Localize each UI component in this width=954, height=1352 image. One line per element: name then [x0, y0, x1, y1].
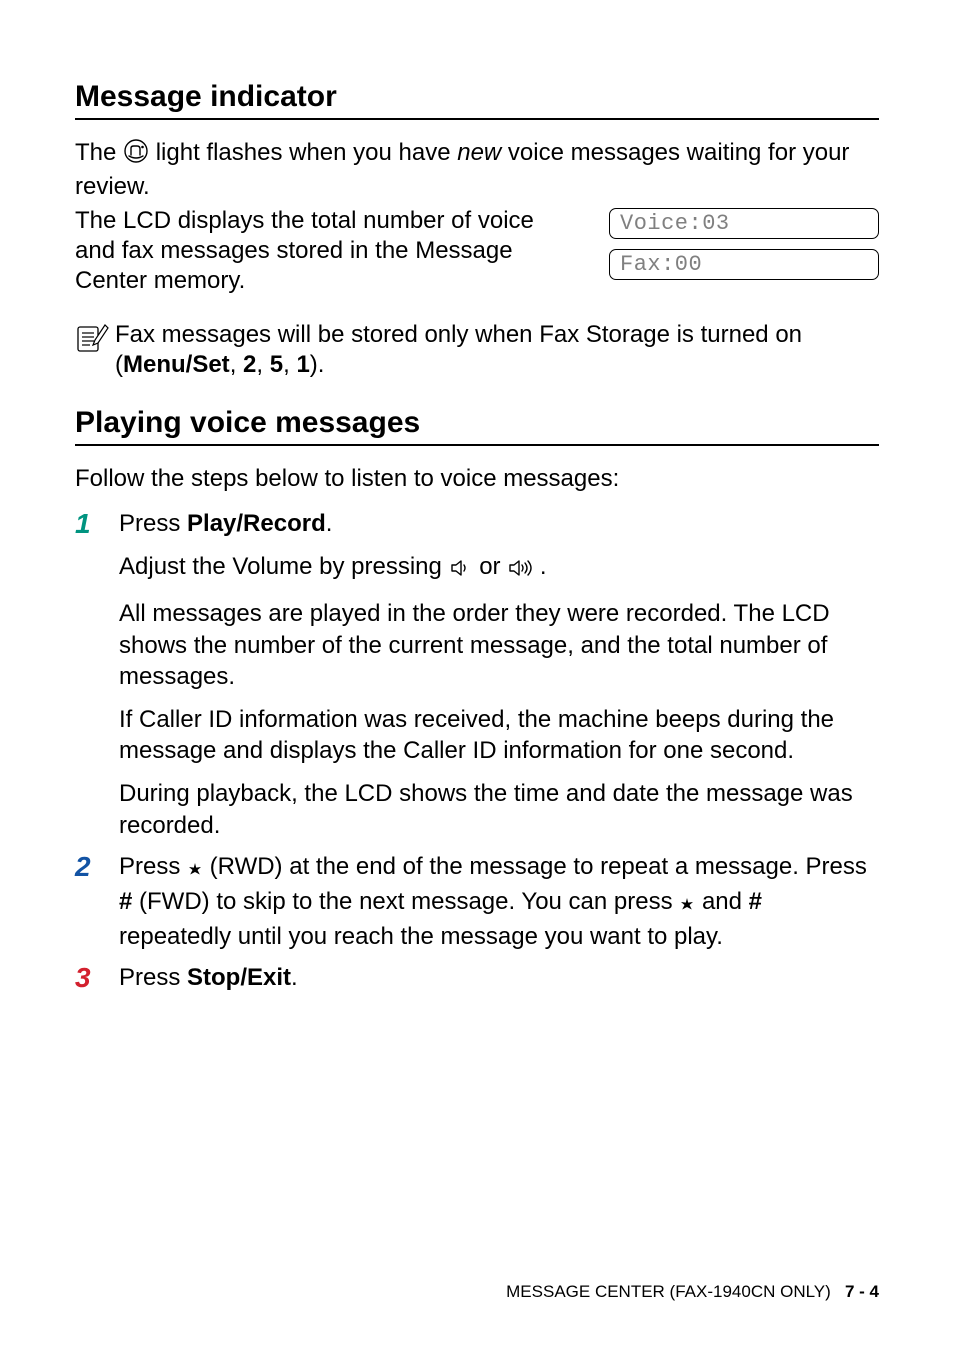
- intro-part2: light flashes when you have: [156, 139, 458, 166]
- speaker-high-icon: [507, 555, 533, 586]
- note-pencil-icon: [75, 322, 109, 359]
- step1-l2a: Adjust the Volume by pressing: [119, 553, 449, 580]
- step2-e: repeatedly until you reach the message y…: [119, 923, 723, 950]
- note-sep3: ,: [283, 351, 296, 378]
- lcd-row: The LCD displays the total number of voi…: [75, 206, 879, 296]
- speaker-low-icon: [449, 555, 473, 586]
- step1-line3: All messages are played in the order the…: [119, 598, 879, 692]
- note-bold3: 5: [270, 351, 283, 378]
- step3-a: Press: [119, 964, 187, 991]
- step1-line4: If Caller ID information was received, t…: [119, 704, 879, 766]
- lcd-fax: Fax:00: [609, 249, 879, 280]
- page-footer: MESSAGE CENTER (FAX-1940CN ONLY) 7 - 4: [506, 1282, 879, 1302]
- step1-l2c: .: [540, 553, 547, 580]
- step3-text: Press Stop/Exit.: [119, 962, 298, 993]
- step-2: 2 Press (RWD) at the end of the message …: [75, 851, 879, 957]
- step-3-number: 3: [75, 962, 105, 992]
- heading-message-indicator: Message indicator: [75, 80, 879, 114]
- keypad-star-icon-2: [679, 890, 695, 921]
- heading-rule-2: [75, 444, 879, 446]
- step2-c: (FWD) to skip to the next message. You c…: [132, 888, 679, 915]
- step1-line1: Press Play/Record.: [119, 508, 879, 539]
- note-text: Fax messages will be stored only when Fa…: [115, 320, 879, 380]
- intro-italic: new: [457, 139, 501, 166]
- keypad-star-icon-1: [187, 855, 203, 886]
- heading-rule-1: [75, 118, 879, 120]
- lcd-voice: Voice:03: [609, 208, 879, 239]
- heading-playing-voice: Playing voice messages: [75, 406, 879, 440]
- note-bold4: 1: [296, 351, 309, 378]
- step2-d: and: [695, 888, 748, 915]
- lcd-stack: Voice:03 Fax:00: [609, 206, 879, 280]
- step2-hash1: #: [119, 888, 132, 915]
- note-sep1: ,: [230, 351, 243, 378]
- step-1-number: 1: [75, 508, 105, 538]
- note-bold1: Menu/Set: [123, 351, 230, 378]
- step-2-number: 2: [75, 851, 105, 881]
- step2-b: (RWD) at the end of the message to repea…: [203, 853, 867, 880]
- page-root: Message indicator The light flashes when…: [0, 0, 954, 1352]
- step-1: 1 Press Play/Record. Adjust the Volume b…: [75, 508, 879, 845]
- step1-l2b: or: [479, 553, 507, 580]
- intro-part1: The: [75, 139, 123, 166]
- note-bold2: 2: [243, 351, 256, 378]
- step3-c: .: [291, 964, 298, 991]
- step-2-body: Press (RWD) at the end of the message to…: [119, 851, 879, 957]
- step3-b: Stop/Exit: [187, 964, 291, 991]
- step1-line5: During playback, the LCD shows the time …: [119, 778, 879, 840]
- note-close: ).: [310, 351, 325, 378]
- footer-page: 7 - 4: [845, 1282, 879, 1301]
- step1-l1c: .: [326, 510, 333, 537]
- intro-paragraph: The light flashes when you have new voic…: [75, 138, 879, 202]
- footer-text: MESSAGE CENTER (FAX-1940CN ONLY): [506, 1282, 831, 1301]
- step1-line2: Adjust the Volume by pressing or: [119, 551, 879, 586]
- step1-l1a: Press: [119, 510, 187, 537]
- message-light-icon: [123, 138, 149, 172]
- lcd-description: The LCD displays the total number of voi…: [75, 206, 579, 296]
- note-row: Fax messages will be stored only when Fa…: [75, 320, 879, 380]
- step2-a: Press: [119, 853, 187, 880]
- step2-hash2: #: [749, 888, 762, 915]
- step1-l1b: Play/Record: [187, 510, 326, 537]
- follow-text: Follow the steps below to listen to voic…: [75, 464, 879, 494]
- step-1-body: Press Play/Record. Adjust the Volume by …: [119, 508, 879, 845]
- step-3: 3 Press Stop/Exit.: [75, 962, 879, 997]
- step2-text: Press (RWD) at the end of the message to…: [119, 851, 879, 953]
- note-sep2: ,: [256, 351, 269, 378]
- step-3-body: Press Stop/Exit.: [119, 962, 298, 997]
